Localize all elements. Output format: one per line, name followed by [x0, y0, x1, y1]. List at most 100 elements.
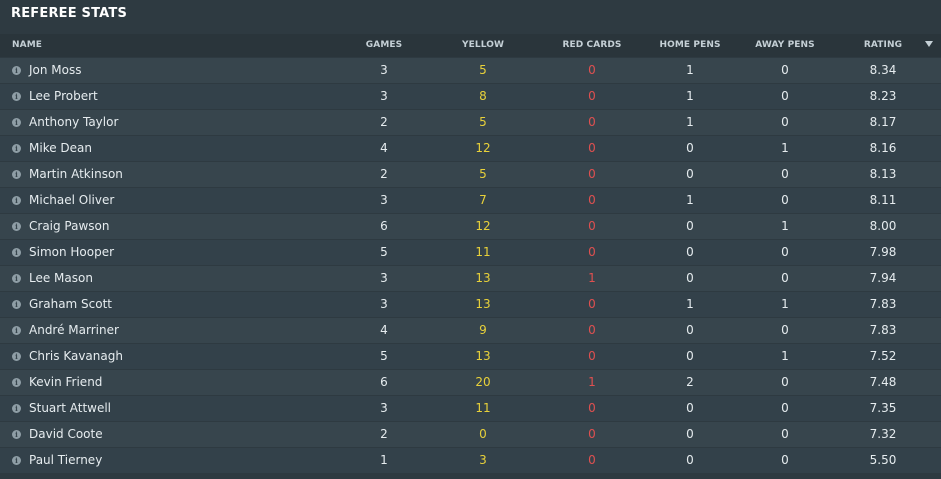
- games-value: 6: [380, 219, 388, 233]
- info-icon[interactable]: i: [12, 222, 21, 231]
- info-icon[interactable]: i: [12, 92, 21, 101]
- referee-name[interactable]: André Marriner: [29, 323, 119, 337]
- games-value: 3: [380, 401, 388, 415]
- table-body: i Jon Moss 3 5 0 1 0 8.34 i Lee Probert …: [0, 58, 941, 474]
- games-value: 4: [380, 323, 388, 337]
- home-pens-value: 0: [686, 427, 694, 441]
- home-pens-value: 0: [686, 219, 694, 233]
- referee-name[interactable]: Craig Pawson: [29, 219, 110, 233]
- column-header-rating[interactable]: RATING: [863, 40, 903, 50]
- info-icon[interactable]: i: [12, 456, 21, 465]
- table-row[interactable]: i Lee Mason 3 13 1 0 0 7.94: [0, 266, 941, 291]
- referee-name[interactable]: Mike Dean: [29, 141, 92, 155]
- column-header-yellow-cards[interactable]: YELLOW CARDS: [462, 40, 504, 73]
- table-row[interactable]: i Martin Atkinson 2 5 0 0 0 8.13: [0, 162, 941, 187]
- referee-name[interactable]: Paul Tierney: [29, 453, 103, 467]
- table-row[interactable]: i Paul Tierney 1 3 0 0 0 5.50: [0, 448, 941, 473]
- referee-name[interactable]: Lee Mason: [29, 271, 93, 285]
- games-value: 1: [380, 453, 388, 467]
- red-cards-value: 0: [588, 297, 596, 311]
- table-row[interactable]: i André Marriner 4 9 0 0 0 7.83: [0, 318, 941, 343]
- yellow-cards-value: 12: [475, 219, 491, 233]
- referee-name[interactable]: Martin Atkinson: [29, 167, 123, 181]
- info-icon[interactable]: i: [12, 404, 21, 413]
- column-header-away-pens[interactable]: AWAY PENS: [755, 40, 815, 50]
- red-cards-value: 1: [588, 375, 596, 389]
- referee-name[interactable]: Simon Hooper: [29, 245, 115, 259]
- away-pens-value: 0: [781, 193, 789, 207]
- referee-name[interactable]: Graham Scott: [29, 297, 113, 311]
- table-row[interactable]: i David Coote 2 0 0 0 0 7.32: [0, 422, 941, 447]
- referee-name[interactable]: Michael Oliver: [29, 193, 115, 207]
- info-icon[interactable]: i: [12, 144, 21, 153]
- yellow-cards-value: 3: [479, 453, 487, 467]
- games-value: 3: [380, 89, 388, 103]
- rating-value: 7.98: [869, 245, 897, 259]
- rating-value: 7.35: [869, 401, 897, 415]
- home-pens-value: 0: [686, 349, 694, 363]
- yellow-cards-value: 7: [479, 193, 487, 207]
- rating-value: 8.17: [869, 115, 897, 129]
- yellow-cards-value: 5: [479, 167, 487, 181]
- info-icon[interactable]: i: [12, 66, 21, 75]
- referee-name[interactable]: David Coote: [29, 427, 103, 441]
- table-row[interactable]: i Simon Hooper 5 11 0 0 0 7.98: [0, 240, 941, 265]
- info-icon[interactable]: i: [12, 170, 21, 179]
- table-row[interactable]: i Graham Scott 3 13 0 1 1 7.83: [0, 292, 941, 317]
- column-header-red-cards[interactable]: RED CARDS: [562, 40, 622, 50]
- home-pens-value: 0: [686, 401, 694, 415]
- table-row[interactable]: i Craig Pawson 6 12 0 0 1 8.00: [0, 214, 941, 239]
- home-pens-value: 0: [686, 453, 694, 467]
- info-icon[interactable]: i: [12, 196, 21, 205]
- table-row[interactable]: i Chris Kavanagh 5 13 0 0 1 7.52: [0, 344, 941, 369]
- away-pens-value: 0: [781, 453, 789, 467]
- home-pens-value: 0: [686, 141, 694, 155]
- column-header-name[interactable]: NAME: [12, 40, 43, 50]
- rating-value: 8.13: [869, 167, 897, 181]
- red-cards-value: 0: [588, 245, 596, 259]
- red-cards-value: 0: [588, 141, 596, 155]
- table-row[interactable]: i Lee Probert 3 8 0 1 0 8.23: [0, 84, 941, 109]
- away-pens-value: 0: [781, 401, 789, 415]
- referee-name[interactable]: Stuart Attwell: [29, 401, 112, 415]
- info-icon[interactable]: i: [12, 430, 21, 439]
- rating-value: 7.48: [869, 375, 897, 389]
- info-icon[interactable]: i: [12, 300, 21, 309]
- table-row[interactable]: i Kevin Friend 6 20 1 2 0 7.48: [0, 370, 941, 395]
- column-header-games[interactable]: GAMES: [365, 40, 403, 50]
- table-row[interactable]: i Michael Oliver 3 7 0 1 0 8.11: [0, 188, 941, 213]
- column-header-home-pens[interactable]: HOME PENS: [659, 40, 721, 50]
- referee-name[interactable]: Chris Kavanagh: [29, 349, 123, 363]
- red-cards-value: 0: [588, 63, 596, 77]
- home-pens-value: 1: [686, 193, 694, 207]
- info-icon[interactable]: i: [12, 326, 21, 335]
- home-pens-value: 0: [686, 323, 694, 337]
- red-cards-value: 0: [588, 349, 596, 363]
- info-icon[interactable]: i: [12, 378, 21, 387]
- away-pens-value: 0: [781, 245, 789, 259]
- games-value: 5: [380, 245, 388, 259]
- home-pens-value: 1: [686, 115, 694, 129]
- referee-name[interactable]: Lee Probert: [29, 89, 98, 103]
- table-row[interactable]: i Mike Dean 4 12 0 0 1 8.16: [0, 136, 941, 161]
- table-row[interactable]: i Jon Moss 3 5 0 1 0 8.34: [0, 58, 941, 83]
- red-cards-value: 0: [588, 89, 596, 103]
- referee-name[interactable]: Kevin Friend: [29, 375, 103, 389]
- referee-name[interactable]: Jon Moss: [29, 63, 82, 77]
- table-row[interactable]: i Stuart Attwell 3 11 0 0 0 7.35: [0, 396, 941, 421]
- referee-name[interactable]: Anthony Taylor: [29, 115, 119, 129]
- info-icon[interactable]: i: [12, 274, 21, 283]
- yellow-cards-value: 11: [475, 401, 491, 415]
- home-pens-value: 0: [686, 271, 694, 285]
- home-pens-value: 0: [686, 245, 694, 259]
- info-icon[interactable]: i: [12, 118, 21, 127]
- rating-value: 8.11: [869, 193, 897, 207]
- sort-descending-icon[interactable]: [925, 41, 933, 47]
- table-row[interactable]: i Anthony Taylor 2 5 0 1 0 8.17: [0, 110, 941, 135]
- yellow-cards-value: 5: [479, 63, 487, 77]
- info-icon[interactable]: i: [12, 352, 21, 361]
- home-pens-value: 2: [686, 375, 694, 389]
- info-icon[interactable]: i: [12, 248, 21, 257]
- games-value: 2: [380, 115, 388, 129]
- table-header: NAME GAMES YELLOW CARDS RED CARDS HOME P…: [0, 34, 941, 73]
